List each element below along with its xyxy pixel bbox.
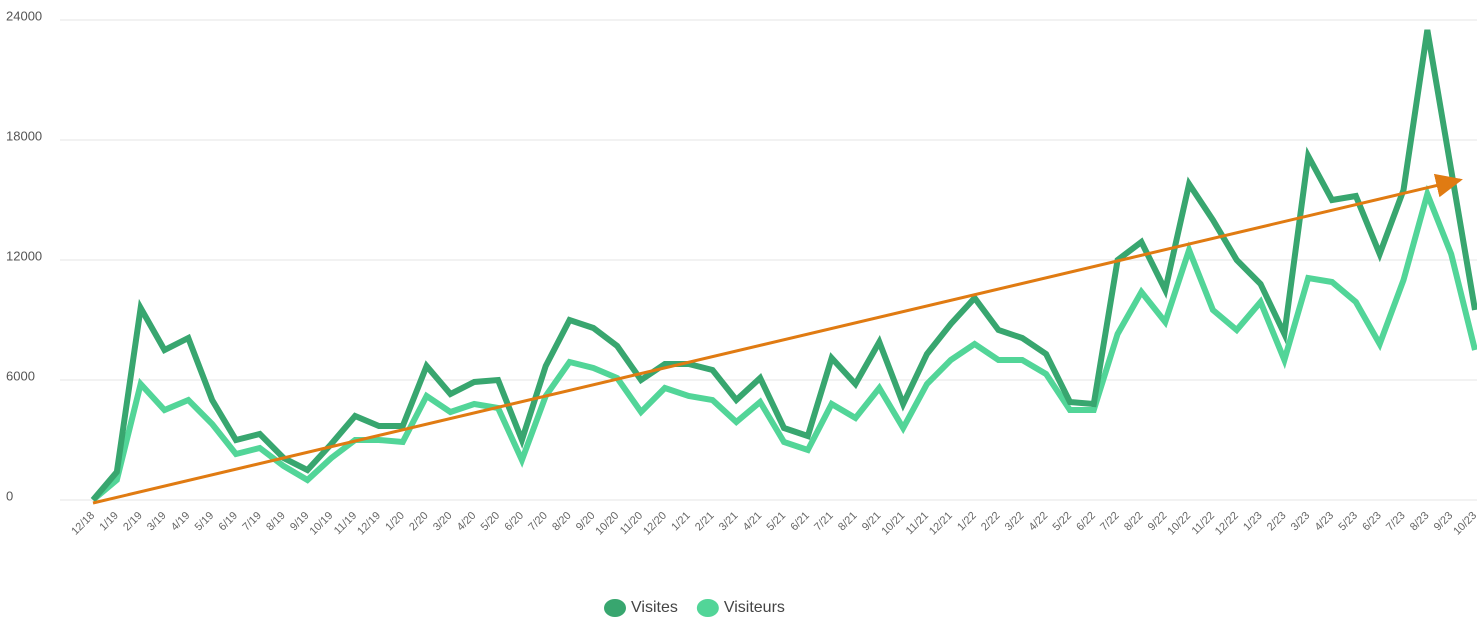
x-tick-label: 2/19 (121, 510, 145, 534)
y-tick-label: 6000 (6, 368, 35, 383)
x-tick-label: 10/22 (1165, 510, 1193, 538)
x-tick-label: 7/20 (526, 510, 550, 534)
x-tick-label: 2/22 (979, 510, 1003, 534)
x-tick-label: 6/21 (788, 510, 812, 534)
x-tick-label: 5/20 (479, 510, 503, 534)
x-tick-label: 7/22 (1098, 510, 1122, 534)
x-tick-label: 4/19 (169, 510, 193, 534)
y-tick-label: 18000 (6, 128, 42, 143)
x-tick-label: 3/23 (1289, 510, 1313, 534)
x-tick-label: 2/20 (407, 510, 431, 534)
x-tick-label: 2/21 (693, 510, 717, 534)
x-tick-label: 4/23 (1313, 510, 1337, 534)
x-tick-label: 8/21 (836, 510, 860, 534)
x-tick-label: 6/20 (502, 510, 526, 534)
x-tick-label: 6/23 (1360, 510, 1384, 534)
trend-arrow (92, 173, 1463, 505)
series-line (90, 29, 1477, 502)
x-tick-label: 1/21 (669, 510, 693, 534)
legend-swatch (696, 599, 719, 617)
legend-swatch (604, 599, 626, 617)
y-tick-label: 12000 (6, 248, 42, 263)
x-tick-label: 6/22 (1074, 510, 1098, 534)
x-tick-label: 5/21 (765, 510, 789, 534)
y-tick-label: 0 (6, 488, 13, 503)
x-tick-label: 4/20 (455, 510, 479, 534)
x-tick-label: 5/23 (1336, 510, 1360, 534)
x-tick-label: 7/21 (812, 510, 836, 534)
x-tick-label: 3/22 (1003, 510, 1027, 534)
x-tick-label: 10/23 (1451, 510, 1477, 538)
x-tick-label: 7/23 (1384, 510, 1408, 534)
x-tick-label: 8/19 (264, 510, 288, 534)
legend-label: Visites (631, 599, 678, 616)
x-tick-label: 12/21 (927, 510, 955, 538)
x-tick-label: 11/20 (618, 510, 645, 537)
x-tick-label: 12/18 (69, 510, 97, 538)
x-tick-label: 11/19 (332, 510, 359, 537)
x-tick-label: 8/22 (1122, 510, 1146, 534)
x-tick-label: 11/21 (904, 510, 931, 537)
x-tick-label: 8/20 (550, 510, 574, 534)
x-tick-label: 10/21 (879, 510, 907, 538)
x-tick-label: 10/19 (307, 510, 335, 538)
x-tick-label: 7/19 (240, 510, 264, 534)
y-tick-label: 24000 (6, 8, 42, 23)
x-tick-label: 5/22 (1050, 510, 1074, 534)
x-tick-label: 3/19 (145, 510, 169, 534)
x-tick-label: 12/22 (1213, 510, 1241, 538)
x-tick-label: 12/19 (355, 510, 383, 538)
legend-label: Visiteurs (724, 599, 785, 616)
series-line (91, 184, 1477, 503)
x-tick-label: 3/20 (431, 510, 455, 534)
x-tick-label: 1/19 (97, 510, 121, 534)
x-tick-label: 3/21 (717, 510, 741, 534)
x-tick-label: 2/23 (1265, 510, 1289, 534)
x-tick-label: 4/21 (741, 510, 765, 534)
x-tick-label: 5/19 (193, 510, 217, 534)
x-tick-label: 8/23 (1408, 510, 1432, 534)
x-tick-label: 10/20 (593, 510, 621, 538)
x-tick-label: 1/20 (383, 510, 407, 534)
x-tick-label: 12/20 (641, 510, 669, 538)
x-tick-label: 11/22 (1190, 510, 1217, 537)
x-tick-label: 4/22 (1027, 510, 1051, 534)
x-tick-label: 6/19 (217, 510, 241, 534)
x-tick-label: 1/23 (1241, 510, 1265, 534)
x-tick-label: 1/22 (955, 510, 979, 534)
